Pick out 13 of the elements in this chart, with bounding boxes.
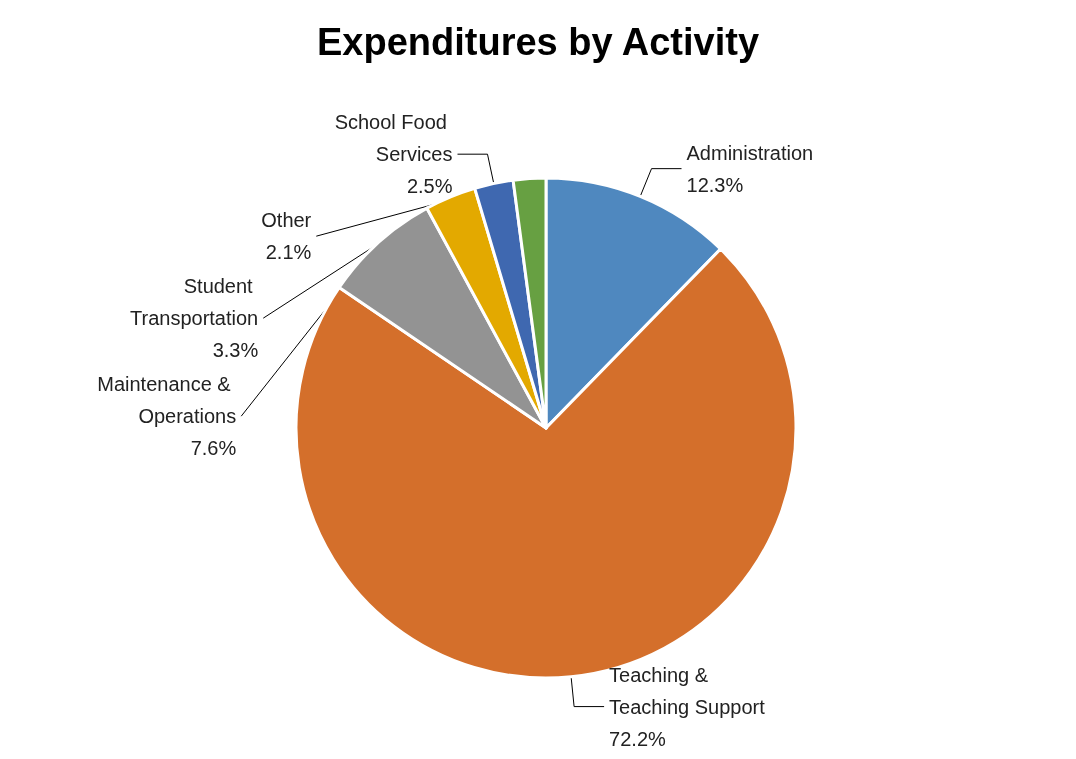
slice-label: Administration [686, 141, 814, 164]
chart-title: Expenditures by Activity [316, 21, 760, 63]
data-label: 2.5% [406, 175, 453, 198]
slice-label: Student Transportation [130, 275, 259, 330]
data-label: 72.2% [609, 727, 667, 750]
slice-label: Other [261, 209, 312, 232]
data-label: 2.1% [265, 241, 312, 264]
data-label: 12.3% [686, 173, 744, 196]
slice-label: School Food Services [334, 111, 453, 166]
data-label: 3.3% [212, 339, 259, 362]
slice-label: Maintenance & Operations [97, 373, 237, 428]
data-label: 7.6% [190, 437, 237, 460]
slice-label: Teaching & Teaching Support [609, 663, 766, 718]
